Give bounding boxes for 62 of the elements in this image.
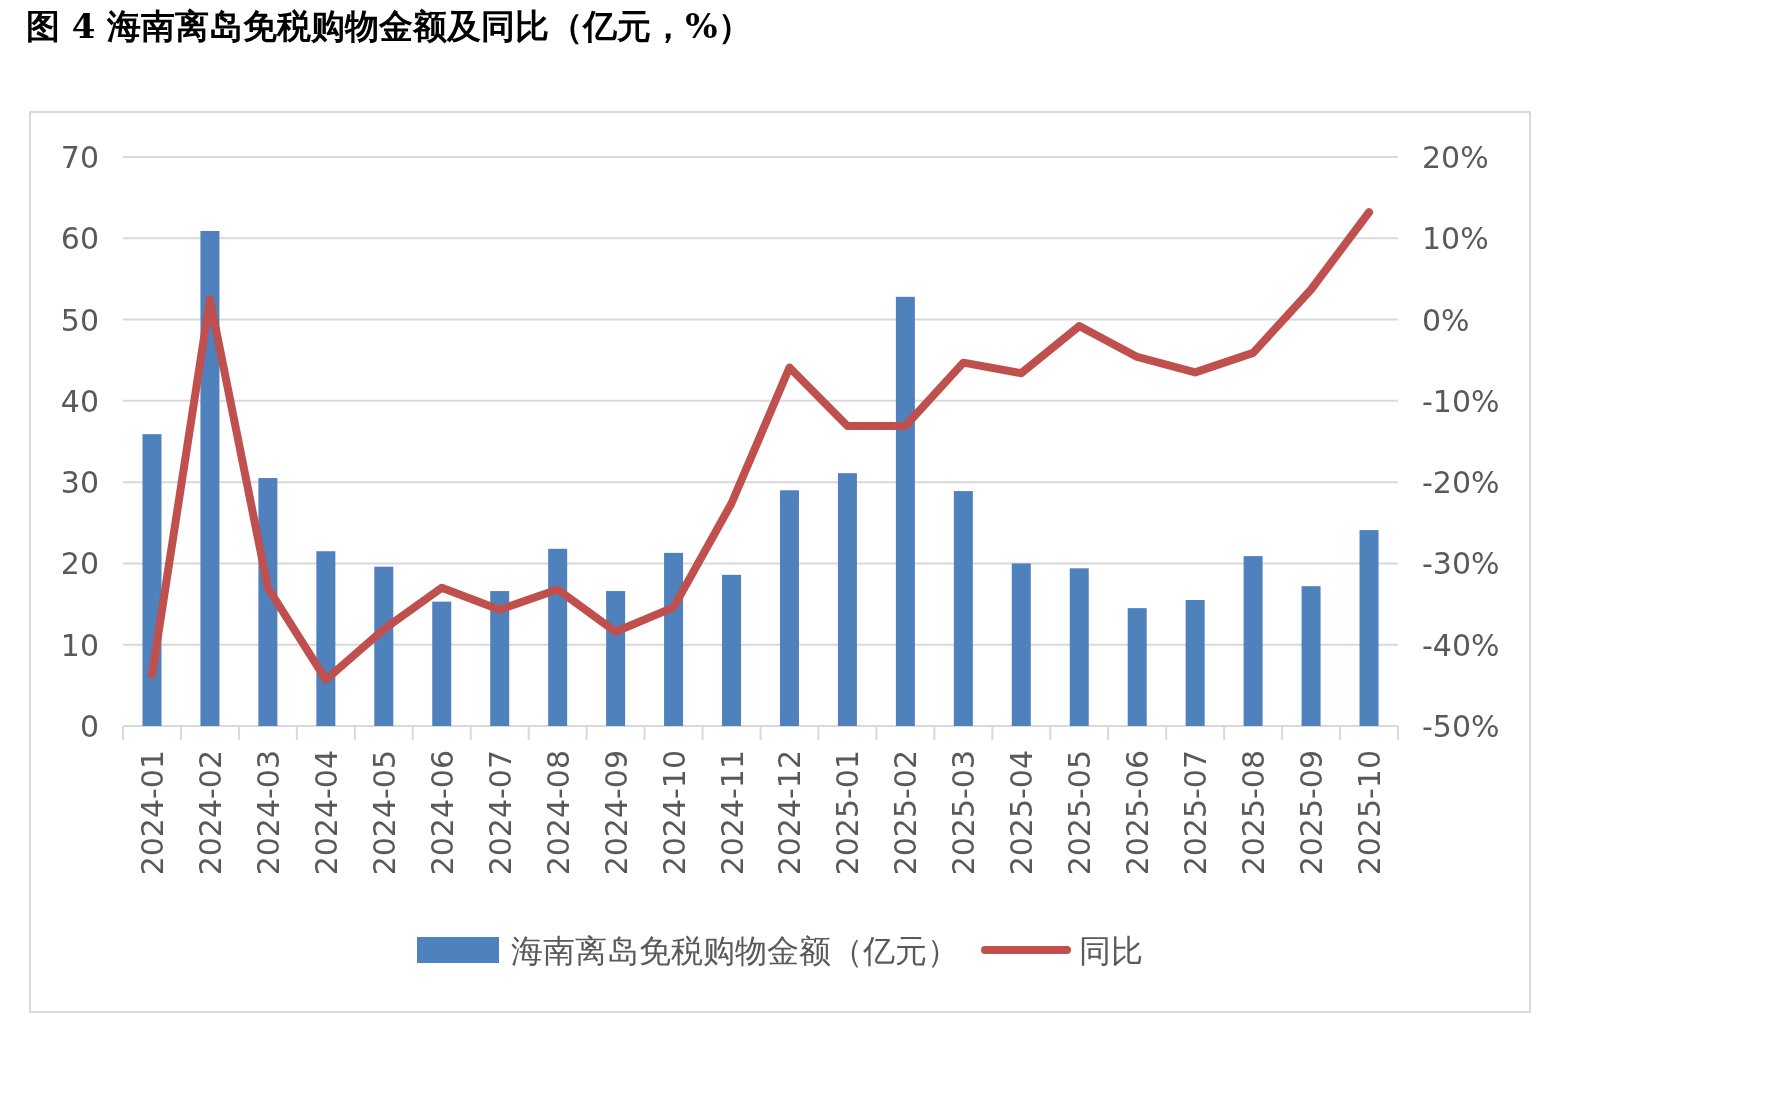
y2-tick-label: 20% [1422, 140, 1489, 175]
y-tick-label: 30 [60, 465, 99, 501]
y-tick-label: 20 [60, 546, 99, 582]
y-tick-label: 40 [60, 383, 99, 419]
x-tick-label: 2025-08 [1236, 750, 1272, 876]
y2-tick-label: -20% [1422, 465, 1500, 501]
x-tick-label: 2025-06 [1120, 750, 1156, 876]
bar [1243, 556, 1263, 726]
bar [779, 490, 799, 726]
x-tick-label: 2025-07 [1178, 750, 1214, 876]
y-tick-label: 70 [60, 140, 99, 175]
x-tick-label: 2024-10 [656, 750, 692, 876]
x-tick-label: 2024-11 [714, 750, 750, 876]
x-tick-label: 2024-03 [250, 750, 286, 876]
y-tick-label: 60 [60, 221, 99, 257]
bar [200, 230, 220, 726]
y2-tick-label: 0% [1422, 302, 1470, 338]
bar [1011, 563, 1031, 726]
legend-label: 海南离岛免税购物金额（亿元） [511, 932, 959, 970]
x-tick-label: 2025-10 [1352, 750, 1388, 876]
y2-tick-label: -30% [1422, 546, 1500, 582]
y2-tick-label: 10% [1422, 221, 1489, 257]
bar [664, 552, 684, 726]
x-tick-label: 2024-08 [540, 750, 576, 876]
x-tick-label: 2025-04 [1004, 750, 1040, 876]
bar [837, 473, 857, 726]
x-tick-label: 2024-12 [772, 750, 808, 876]
y-tick-label: 0 [79, 709, 99, 744]
legend-label: 同比 [1079, 932, 1143, 970]
chart-title: 图 4 海南离岛免税购物金额及同比（亿元，%） [26, 6, 752, 46]
x-tick-label: 2024-07 [482, 750, 518, 876]
bar [316, 551, 336, 726]
bar [374, 566, 394, 726]
bar [1301, 586, 1321, 726]
y2-tick-label: -50% [1422, 709, 1500, 744]
y2-tick-label: -10% [1422, 383, 1500, 419]
x-tick-label: 2025-09 [1294, 750, 1330, 876]
x-tick-label: 2025-02 [888, 750, 924, 876]
bar [1185, 600, 1205, 726]
y-tick-label: 50 [60, 302, 99, 338]
x-tick-label: 2025-01 [830, 750, 866, 876]
bar [722, 574, 742, 726]
x-tick-label: 2024-09 [598, 750, 634, 876]
x-tick-label: 2024-02 [192, 750, 228, 876]
x-tick-label: 2024-01 [134, 750, 170, 876]
bar [953, 491, 973, 726]
x-tick-label: 2025-03 [946, 750, 982, 876]
y-tick-label: 10 [60, 627, 99, 663]
bar [606, 591, 626, 726]
bar [432, 601, 452, 726]
bar [548, 548, 568, 726]
x-tick-label: 2025-05 [1062, 750, 1098, 876]
x-tick-label: 2024-04 [308, 750, 344, 876]
bar [895, 296, 915, 726]
bar [490, 591, 510, 726]
bar [142, 434, 162, 726]
bar [1069, 568, 1089, 726]
bar [1359, 530, 1379, 726]
x-tick-label: 2024-06 [424, 750, 460, 876]
y2-tick-label: -40% [1422, 627, 1500, 663]
x-tick-label: 2024-05 [366, 750, 402, 876]
bar [1127, 608, 1147, 726]
